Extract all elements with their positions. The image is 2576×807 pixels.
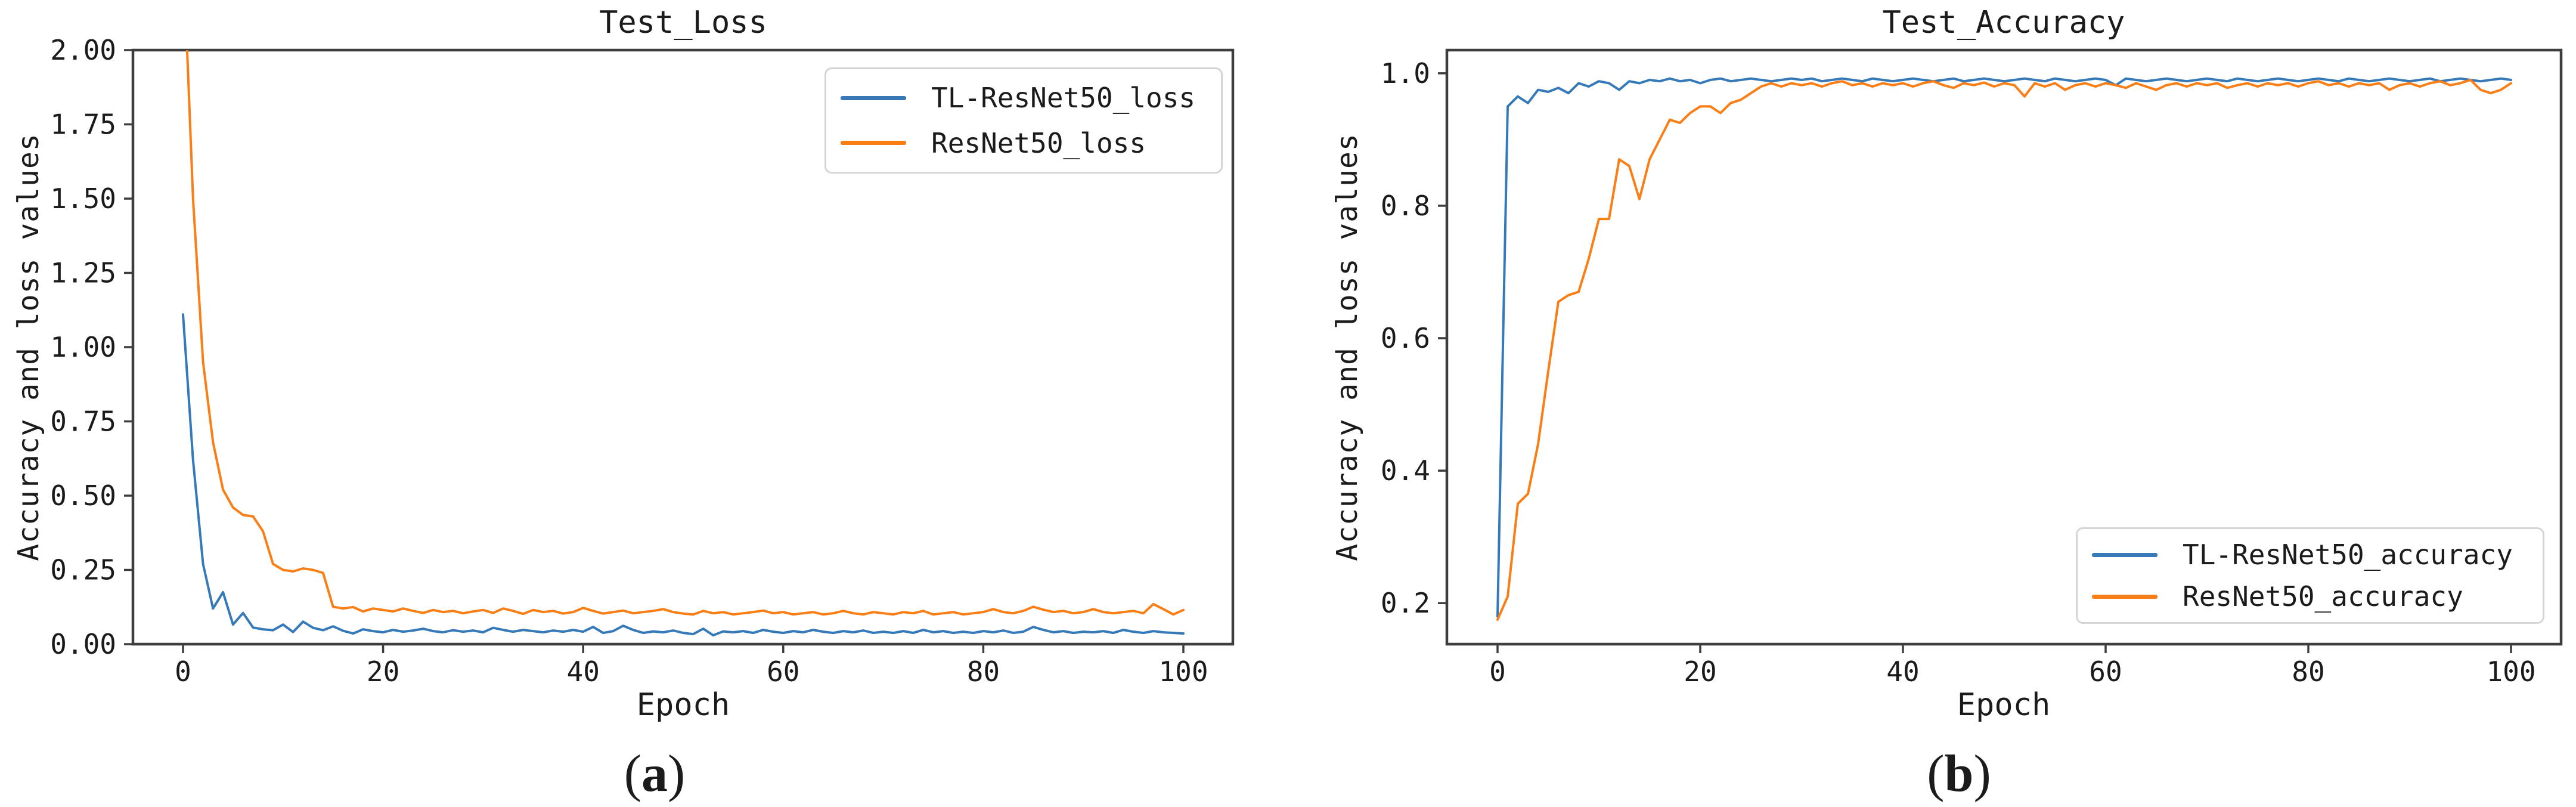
y-tick-label: 0.4: [1381, 454, 1430, 487]
legend-entry: ResNet50_loss: [841, 127, 1215, 159]
legend-entry: TL-ResNet50_loss: [841, 82, 1215, 114]
legend-entry: TL-ResNet50_accuracy: [2092, 539, 2537, 571]
x-tick-label: 100: [1158, 656, 1208, 688]
y-tick-label: 0.6: [1381, 322, 1430, 354]
chart-title-loss: Test_Loss: [599, 5, 767, 41]
y-tick-label: 1.75: [50, 109, 116, 141]
x-tick-label: 40: [567, 656, 600, 688]
y-tick-label: 1.50: [50, 183, 116, 215]
axes-frame: [1445, 48, 2563, 646]
y-tick-label: 1.0: [1381, 57, 1430, 89]
caption-paren: (: [624, 745, 641, 803]
x-tick-label: 0: [1489, 656, 1506, 688]
caption-paren: ): [1973, 745, 1991, 803]
x-axis-ticks: 0 20 40 60 80 100: [175, 644, 1208, 688]
y-tick-label: 0.50: [50, 480, 116, 512]
subfigure-caption-b: (b): [1927, 744, 1991, 804]
series-line-ResNet50_loss: [185, 50, 1185, 616]
y-tick-label: 0.2: [1381, 587, 1430, 619]
series-line-TL-ResNet50_accuracy: [1496, 77, 2512, 618]
caption-letter: a: [641, 745, 668, 803]
x-tick-label: 0: [175, 656, 191, 688]
caption-paren: (: [1927, 745, 1945, 803]
x-tick-label: 60: [2089, 656, 2122, 688]
x-tick-label: 100: [2486, 656, 2535, 688]
legend-accuracy: TL-ResNet50_accuracy ResNet50_accuracy: [2076, 527, 2544, 624]
x-tick-label: 60: [767, 656, 799, 688]
y-tick-label: 1.25: [50, 257, 116, 289]
legend-line-swatch-orange: [2092, 594, 2157, 599]
chart-0: 0 20 40 60 80 100 0.00 0.25 0.50 0.75 1.00 1.25 1.50…: [50, 34, 1235, 688]
y-axis-ticks: 0.00 0.25 0.50 0.75 1.00 1.25 1.50 1.75 2.00: [50, 34, 133, 660]
legend-loss: TL-ResNet50_loss ResNet50_loss: [824, 67, 1223, 174]
y-tick-label: 0.25: [50, 554, 116, 586]
x-axis-ticks: 0 20 40 60 80 100: [1489, 644, 2536, 688]
caption-paren: ): [668, 745, 686, 803]
legend-label: TL-ResNet50_loss: [931, 82, 1196, 115]
y-tick-label: 0.00: [50, 628, 116, 660]
x-tick-label: 40: [1886, 656, 1919, 688]
x-tick-label: 80: [2292, 656, 2324, 688]
y-tick-label: 0.75: [50, 406, 116, 438]
x-axis-label-accuracy: Epoch: [1957, 687, 2051, 723]
y-tick-label: 2.00: [50, 34, 116, 66]
chart-1: 0 20 40 60 80 100 0.2 0.4 0.6 0.8 1.0: [1381, 48, 2563, 688]
x-tick-label: 20: [367, 656, 399, 688]
chart-title-accuracy: Test_Accuracy: [1882, 5, 2125, 41]
legend-line-swatch-blue: [2092, 552, 2157, 557]
legend-label: TL-ResNet50_accuracy: [2183, 539, 2513, 571]
x-tick-label: 80: [967, 656, 1000, 688]
legend-line-swatch-orange: [841, 141, 906, 146]
legend-label: ResNet50_accuracy: [2183, 580, 2463, 613]
y-tick-label: 0.8: [1381, 190, 1430, 222]
legend-entry: ResNet50_accuracy: [2092, 580, 2537, 613]
x-tick-label: 20: [1684, 656, 1716, 688]
series-line-TL-ResNet50_loss: [182, 313, 1185, 637]
series-line-ResNet50_accuracy: [1496, 79, 2512, 621]
subfigure-caption-a: (a): [624, 744, 686, 804]
y-axis-label-loss: Accuracy and loss values: [12, 133, 45, 561]
x-axis-label-loss: Epoch: [636, 687, 730, 723]
legend-line-swatch-blue: [841, 95, 906, 100]
y-axis-label-accuracy: Accuracy and loss values: [1331, 133, 1364, 561]
caption-letter: b: [1944, 745, 1974, 803]
y-tick-label: 1.00: [50, 331, 116, 363]
legend-label: ResNet50_loss: [931, 126, 1146, 159]
y-axis-ticks: 0.2 0.4 0.6 0.8 1.0: [1381, 57, 1447, 619]
